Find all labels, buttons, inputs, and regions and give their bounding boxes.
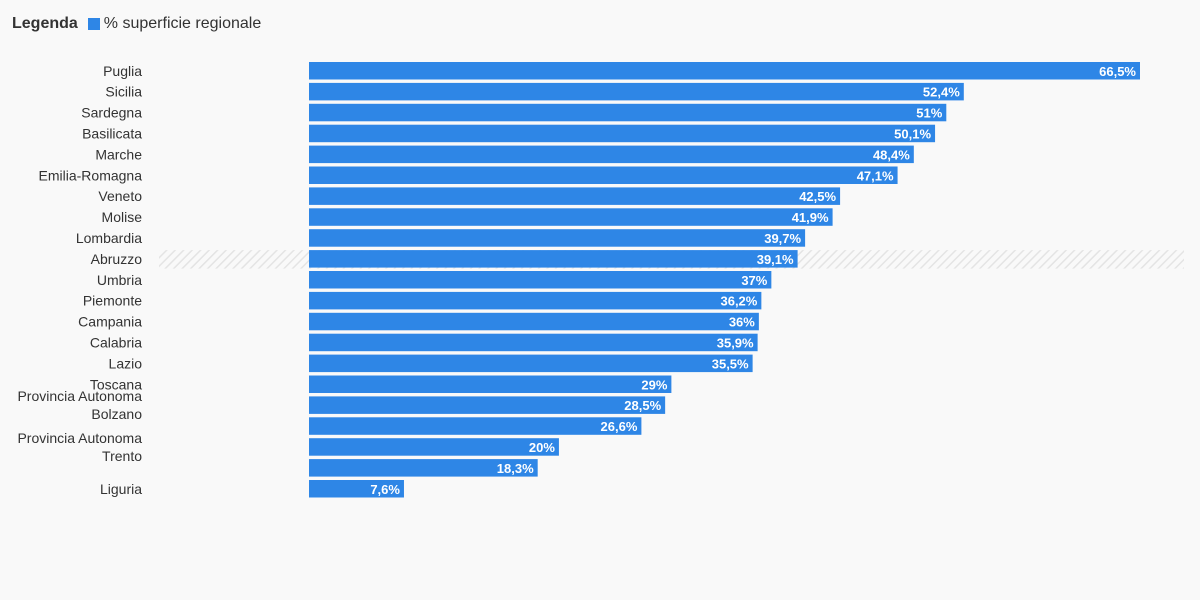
value-label-sardegna: 51% <box>916 106 942 121</box>
bar-piemonte[interactable] <box>309 291 762 310</box>
bar-veneto[interactable] <box>309 187 841 205</box>
bar-toscana[interactable] <box>309 375 672 394</box>
category-label-lazio: Lazio <box>109 355 143 371</box>
category-label-sardegna: Sardegna <box>81 105 142 121</box>
category-label-marche: Marche <box>95 146 142 162</box>
bar-provincia-autonoma-bolzano[interactable] <box>309 396 666 414</box>
bar-campania[interactable] <box>309 312 759 331</box>
category-label-molise: Molise <box>102 209 143 225</box>
bar-provincia-autonoma-trento[interactable] <box>309 438 559 456</box>
category-label-provincia-autonoma-bolzano-line-1: Provincia Autonoma <box>17 388 142 404</box>
category-label-lombardia: Lombardia <box>76 230 142 246</box>
value-label-umbria: 37% <box>741 273 767 288</box>
bar-sardegna[interactable] <box>309 103 947 122</box>
category-label-sicilia: Sicilia <box>105 84 142 100</box>
category-label-abruzzo: Abruzzo <box>91 251 143 267</box>
value-label-provincia-autonoma-trento: 20% <box>529 440 555 455</box>
category-label-campania: Campania <box>78 314 142 330</box>
category-label-umbria: Umbria <box>97 272 142 288</box>
bar-valle-d-aosta[interactable] <box>309 417 642 435</box>
category-label-puglia: Puglia <box>103 63 142 79</box>
value-label-basilicata: 50,1% <box>894 126 931 141</box>
category-label-emilia-romagna: Emilia-Romagna <box>39 167 143 183</box>
value-label-emilia-romagna: 47,1% <box>857 168 894 183</box>
bar-liguria[interactable] <box>309 480 404 498</box>
bar-abruzzo[interactable] <box>309 250 798 268</box>
legend: Legenda % superficie regionale <box>12 14 261 34</box>
value-label-abruzzo: 39,1% <box>757 252 794 267</box>
bar-sicilia[interactable] <box>309 82 964 101</box>
bar-molise[interactable] <box>309 208 833 226</box>
category-label-liguria: Liguria <box>100 481 142 497</box>
category-label-veneto: Veneto <box>98 188 142 204</box>
bar-emilia-romagna[interactable] <box>309 166 898 185</box>
bar-basilicata[interactable] <box>309 124 936 143</box>
labels-layer: 66,5% Puglia 52,4% Sicilia 51% Sardegna 50,1% B… <box>17 63 1136 497</box>
category-label-provincia-autonoma-trento-line-2: Trento <box>102 448 142 464</box>
value-label-puglia: 66,5% <box>1099 64 1136 79</box>
legend-series-label: % superficie regionale <box>103 15 262 32</box>
category-label-toscana: Toscana <box>90 376 142 392</box>
value-label-molise: 41,9% <box>792 210 829 225</box>
value-label-liguria: 7,6% <box>370 482 400 497</box>
value-label-piemonte: 36,2% <box>720 294 757 309</box>
value-label-campania: 36% <box>729 315 755 330</box>
legend-title: Legenda <box>12 15 78 32</box>
value-label-friuli-venezia-giulia: 18,3% <box>497 461 534 476</box>
category-label-provincia-autonoma-bolzano-line-2: Bolzano <box>91 406 142 422</box>
bar-marche[interactable] <box>309 145 914 164</box>
bar-lombardia[interactable] <box>309 229 806 247</box>
category-label-provincia-autonoma-trento-line-1: Provincia Autonoma <box>17 430 142 446</box>
category-label-calabria: Calabria <box>90 334 142 350</box>
value-label-lombardia: 39,7% <box>764 231 801 246</box>
bars-layer <box>309 62 1140 498</box>
bar-friuli-venezia-giulia[interactable] <box>309 459 538 477</box>
bar-lazio[interactable] <box>309 354 753 373</box>
legend-swatch <box>87 18 100 30</box>
value-label-sicilia: 52,4% <box>923 85 960 100</box>
value-label-veneto: 42,5% <box>799 189 836 204</box>
bar-calabria[interactable] <box>309 333 758 352</box>
value-label-marche: 48,4% <box>873 147 910 162</box>
value-label-toscana: 29% <box>641 377 667 392</box>
value-label-calabria: 35,9% <box>717 335 754 350</box>
category-label-piemonte: Piemonte <box>83 293 142 309</box>
category-label-basilicata: Basilicata <box>82 125 142 141</box>
value-label-lazio: 35,5% <box>712 356 749 371</box>
value-label-provincia-autonoma-bolzano: 28,5% <box>624 398 661 413</box>
bar-umbria[interactable] <box>309 271 772 289</box>
value-label-valle-d-aosta: 26,6% <box>601 419 638 434</box>
bar-puglia[interactable] <box>309 62 1140 80</box>
